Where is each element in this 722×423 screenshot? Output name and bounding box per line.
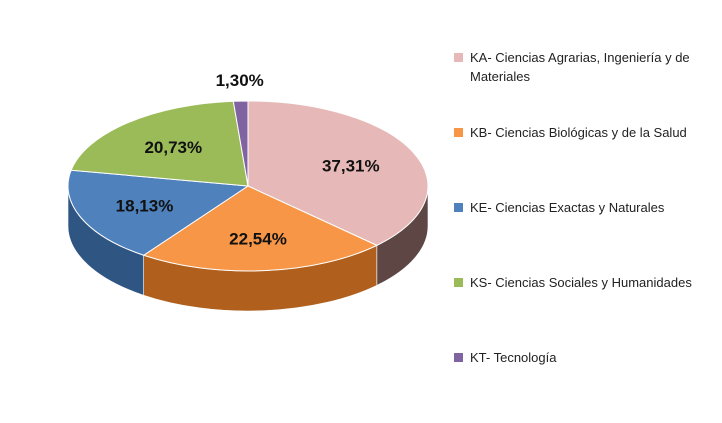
legend-label-ks: KS- Ciencias Sociales y Humanidades bbox=[470, 275, 692, 290]
legend-item-ks: KS- Ciencias Sociales y Humanidades bbox=[454, 273, 714, 348]
data-label-ka: 37,31% bbox=[322, 157, 380, 176]
data-label-kb: 22,54% bbox=[229, 230, 287, 249]
legend-swatch-ks bbox=[454, 278, 463, 287]
legend-item-ke: KE- Ciencias Exactas y Naturales bbox=[454, 198, 714, 273]
legend-label-kt: KT- Tecnología bbox=[470, 350, 557, 365]
legend-item-kb: KB- Ciencias Biológicas y de la Salud bbox=[454, 123, 714, 198]
legend-label-ke: KE- Ciencias Exactas y Naturales bbox=[470, 200, 665, 215]
chart-legend: KA- Ciencias Agrarias, Ingeniería y de M… bbox=[454, 48, 714, 423]
legend-label-ka: KA- Ciencias Agrarias, Ingeniería y de M… bbox=[470, 50, 690, 84]
pie-slice-ke bbox=[67, 169, 250, 256]
pie-slice-ka bbox=[247, 100, 429, 246]
legend-label-kb: KB- Ciencias Biológicas y de la Salud bbox=[470, 125, 687, 140]
pie-slice-ks bbox=[70, 100, 249, 187]
data-label-kt: 1,30% bbox=[216, 71, 264, 90]
legend-swatch-ke bbox=[454, 203, 463, 212]
data-label-ke: 18,13% bbox=[116, 197, 174, 216]
pie-chart-svg: 37,31% 22,54% 18,13% 20,73% 1,30% bbox=[67, 71, 429, 312]
data-label-ks: 20,73% bbox=[144, 138, 202, 157]
legend-item-ka: KA- Ciencias Agrarias, Ingeniería y de M… bbox=[454, 48, 714, 123]
legend-swatch-ka bbox=[454, 53, 463, 62]
legend-swatch-kb bbox=[454, 128, 463, 137]
legend-swatch-kt bbox=[454, 353, 463, 362]
pie-slice-kt bbox=[232, 100, 249, 187]
legend-item-kt: KT- Tecnología bbox=[454, 348, 714, 423]
pie-slice-kb bbox=[142, 185, 378, 272]
pie-chart: 37,31% 22,54% 18,13% 20,73% 1,30% bbox=[67, 71, 429, 312]
